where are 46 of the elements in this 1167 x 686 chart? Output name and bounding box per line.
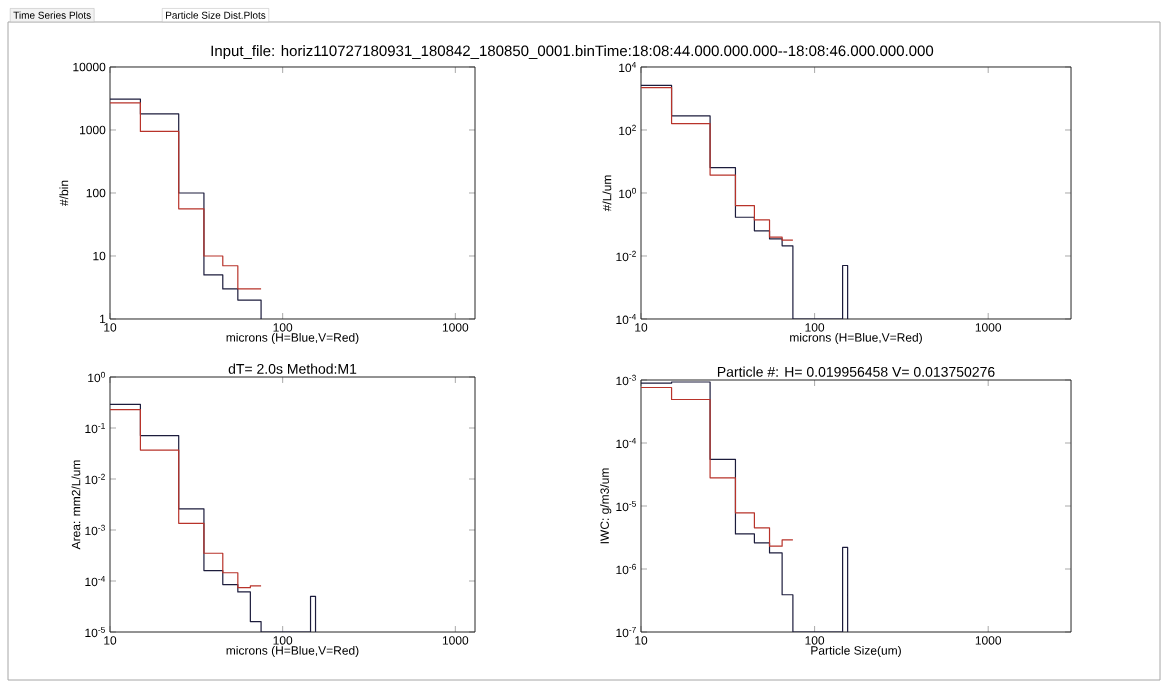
text: Input_file: horiz110727180931_180842_180850_0001.binTime:18:08:44.000.000.000--18:08:46.000.000.000 xyxy=(211,45,934,60)
x-tick-label: 1000 xyxy=(442,636,469,645)
x-axis-title: microns (H=Blue,V=Red) xyxy=(790,332,922,345)
y-tick-label: 10000 xyxy=(73,62,106,72)
y-tick-label: 10$^{-2}$ xyxy=(85,473,105,485)
x-axis-title: microns (H=Blue,V=Red) xyxy=(226,332,359,345)
text: Particle Size Dist.Plots xyxy=(166,11,266,19)
x-axis-title: Particle Size(um) xyxy=(811,645,901,658)
x-tick-label: 100 xyxy=(805,636,825,645)
x-tick-label: 100 xyxy=(273,636,293,645)
y-tick-label: 1 xyxy=(100,314,106,324)
y-tick-label: 10 xyxy=(93,251,106,261)
y-axis-title: IWC: g/m3/um xyxy=(600,468,612,544)
y-tick-label: 1000 xyxy=(80,125,106,135)
x-tick-label: 100 xyxy=(273,323,293,332)
y-tick-label: 10$^{0}$ xyxy=(88,371,105,383)
x-tick-label: 1000 xyxy=(975,636,1002,645)
text: Time Series Plots xyxy=(13,11,91,19)
y-tick-label: 10$^{-3}$ xyxy=(85,524,105,536)
y-tick-label: 10$^{4}$ xyxy=(619,61,637,73)
x-axis-title: microns (H=Blue,V=Red) xyxy=(226,645,359,658)
x-tick-label: 1000 xyxy=(442,323,469,332)
chart-title: dT= 2.0s Method:M1 xyxy=(228,363,357,374)
y-axis-title: #/bin xyxy=(59,180,69,206)
y-tick-label: 10$^{-6}$ xyxy=(616,563,636,575)
x-tick-label: 100 xyxy=(805,323,825,332)
y-tick-label: 10$^{-1}$ xyxy=(85,422,105,434)
y-tick-label: 10$^{-2}$ xyxy=(616,250,636,262)
x-tick-label: 10 xyxy=(104,323,117,332)
chart-title: Particle #: H= 0.019956458 V= 0.013750276 xyxy=(717,366,995,377)
y-tick-label: 100 xyxy=(86,188,106,198)
x-tick-label: 10 xyxy=(635,636,648,645)
y-tick-label: 10$^{-4}$ xyxy=(85,575,106,587)
y-tick-label: 10$^{-4}$ xyxy=(616,313,637,325)
x-tick-label: 10 xyxy=(635,323,648,332)
y-tick-label: 10$^{2}$ xyxy=(619,124,636,136)
x-tick-label: 1000 xyxy=(975,323,1002,332)
y-tick-label: 10$^{-7}$ xyxy=(616,626,636,638)
y-tick-label: 10$^{-5}$ xyxy=(85,626,105,638)
y-tick-label: 10$^{0}$ xyxy=(619,187,636,199)
y-tick-label: 10$^{-4}$ xyxy=(616,437,637,449)
x-tick-label: 10 xyxy=(104,636,117,645)
y-tick-label: 10$^{-3}$ xyxy=(616,374,636,386)
y-axis-title: Area: mm2/L/um xyxy=(71,460,81,550)
y-tick-label: 10$^{-5}$ xyxy=(616,500,636,512)
y-axis-title: #/L/um xyxy=(602,175,612,212)
